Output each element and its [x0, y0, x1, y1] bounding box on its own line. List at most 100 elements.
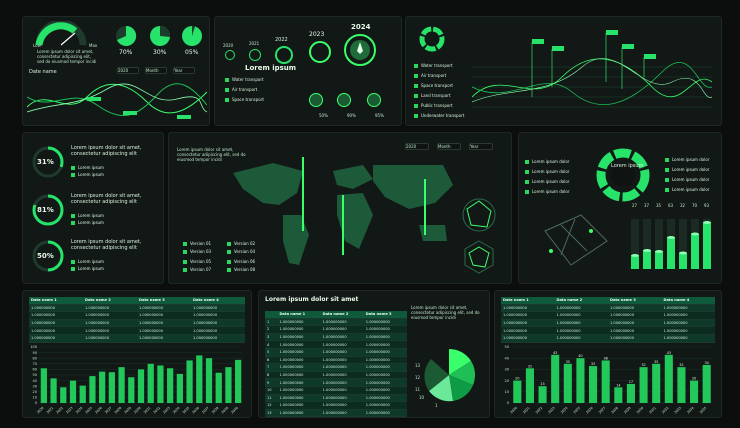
stat-ring-3 — [367, 93, 381, 107]
x-tick-label: 2030 — [636, 406, 645, 415]
row-number: 11 — [265, 394, 278, 403]
table-row: 1.000000000 1.000000000 1.000000000 1.00000… — [29, 311, 245, 320]
ring-left-2: Lorem ipsum dolor — [525, 169, 569, 174]
filter-year[interactable]: 2020 — [117, 67, 139, 74]
mid-text: Lorem ipsum dolor sit amet, consectetur … — [411, 305, 480, 320]
transport-item-2: Air transport — [225, 87, 257, 92]
cylinder-top — [643, 249, 651, 252]
map-filter-1[interactable]: 2020 — [405, 143, 429, 150]
filter-month[interactable]: Month — [145, 67, 167, 74]
table-cell: 1.000000000 — [363, 340, 407, 349]
stat-ring-2 — [337, 93, 351, 107]
gauge-min: Low — [33, 43, 41, 48]
y-tick-label: 50 — [505, 345, 509, 349]
cylinder-label: 37 — [644, 203, 650, 208]
progress-title-2: Lorem ipsum dolor sit amet, consectetur … — [71, 193, 142, 205]
bar — [690, 380, 699, 403]
x-tick-label: 2034 — [686, 406, 695, 415]
map-filter-2[interactable]: Month — [437, 143, 461, 150]
pie-1-label: 70% — [119, 49, 133, 56]
x-tick-label: 2036 — [191, 406, 200, 415]
table-cell: 1.000000000 — [363, 386, 407, 395]
table-row: 1.000000000 1.000000000 1.000000000 1.00000… — [29, 304, 245, 313]
panel-timeline: 2020 2021 2022 2023 2024 Lorem ipsum Wat… — [214, 16, 402, 126]
x-tick-label: 2026 — [94, 406, 103, 415]
table-cell: 1.000000000 — [191, 304, 245, 313]
legend-6: Version 06 — [227, 259, 255, 264]
data-label: 14 — [616, 383, 621, 387]
table-cell: 1.000000000 — [554, 319, 608, 328]
data-label: 43 — [553, 351, 557, 355]
progress-ring-2 — [32, 194, 64, 226]
table-cell: 1.000000000 — [363, 394, 407, 403]
bar — [235, 359, 242, 403]
data-label: 15 — [540, 382, 544, 386]
gauge-chart — [35, 21, 87, 46]
floor-plan — [544, 214, 608, 266]
y-tick-label: 100 — [30, 345, 37, 349]
bar — [79, 385, 86, 403]
row-number: 9 — [265, 378, 278, 387]
table-cell: 1.000000000 — [277, 348, 321, 357]
legend-5: Version 05 — [183, 259, 211, 264]
gauge-text: Lorem ipsum dolor sit amet, consectetur … — [37, 49, 97, 64]
table-cell: 1.000000000 — [277, 394, 321, 403]
table-cell: 1.000000000 — [277, 416, 321, 417]
table-cell: 1.000000000 — [363, 333, 407, 342]
polar-label-1: 1 — [435, 403, 438, 408]
data-label: 38 — [603, 356, 607, 360]
mid-title: Lorem ipsum dolor sit amet — [265, 296, 359, 303]
data-table-2: Data name 1 Data name 2 Data name 3 1 1.0… — [265, 311, 407, 417]
table-cell: 1.000000000 — [320, 394, 364, 403]
mid-col-3: Data name 3 — [363, 311, 407, 319]
x-tick-label: 2027 — [598, 406, 607, 415]
table-row: 11 1.000000000 1.000000000 1.000000000 — [265, 394, 407, 403]
pie-1 — [116, 25, 137, 46]
table-cell: 1.000000000 — [277, 371, 321, 380]
cylinder — [643, 250, 651, 269]
table-cell: 1.000000000 — [277, 356, 321, 365]
bar — [60, 387, 67, 403]
table-cell: 1.000000000 — [554, 311, 608, 320]
world-map — [233, 157, 453, 265]
progress-b-2: Lorem ipsum — [71, 220, 104, 225]
filter-year-2[interactable]: Year — [173, 67, 195, 74]
data-label: 20 — [692, 377, 696, 381]
polar-label-5: 10 — [419, 395, 425, 400]
table-row: 4 1.000000000 1.000000000 1.000000000 — [265, 340, 407, 349]
table-cell: 1.000000000 — [320, 416, 364, 417]
ring-right-2: Lorem ipsum dolor — [665, 167, 709, 172]
table-cell: 1.000000000 — [137, 334, 191, 343]
stat-label-2: 90% — [347, 113, 356, 118]
cylinder-label: 32 — [680, 203, 686, 208]
table-row: 1.000000000 1.000000000 1.000000000 1.00000… — [501, 319, 715, 328]
x-tick-label: 2028 — [114, 406, 123, 415]
table-cell: 1.000000000 — [608, 334, 662, 343]
y-tick-label: 50 — [33, 373, 37, 377]
transport-item-1: Water transport — [225, 77, 264, 82]
table-cell: 1.000000000 — [363, 318, 407, 327]
row-number: 14 — [265, 416, 278, 417]
x-tick-label: 2033 — [674, 406, 683, 415]
x-tick-label: 2024 — [75, 406, 84, 415]
bar — [186, 360, 193, 403]
legend-4: Version 04 — [227, 249, 255, 254]
x-tick-label: 2024 — [560, 406, 569, 415]
data-label: 43 — [667, 351, 671, 355]
table-cell: 1.000000000 — [277, 318, 321, 327]
map-filter-3[interactable]: Year — [469, 143, 493, 150]
radar-chart-1 — [462, 198, 496, 232]
table-cell: 1.000000000 — [277, 401, 321, 410]
table-cell: 1.000000000 — [661, 304, 715, 313]
x-tick-label: 2034 — [172, 406, 181, 415]
bar — [215, 372, 222, 403]
y-tick-label: 60 — [33, 368, 37, 372]
table-cell: 1.000000000 — [363, 363, 407, 372]
progress-b-1: Lorem ipsum — [71, 172, 104, 177]
year-2022: 2022 — [275, 37, 288, 43]
ring-left-4: Lorem ipsum dolor — [525, 189, 569, 194]
transport-item-3: Space transport — [225, 97, 264, 102]
bar — [702, 364, 711, 403]
pie-3 — [182, 26, 202, 46]
table-cell: 1.000000000 — [608, 326, 662, 335]
